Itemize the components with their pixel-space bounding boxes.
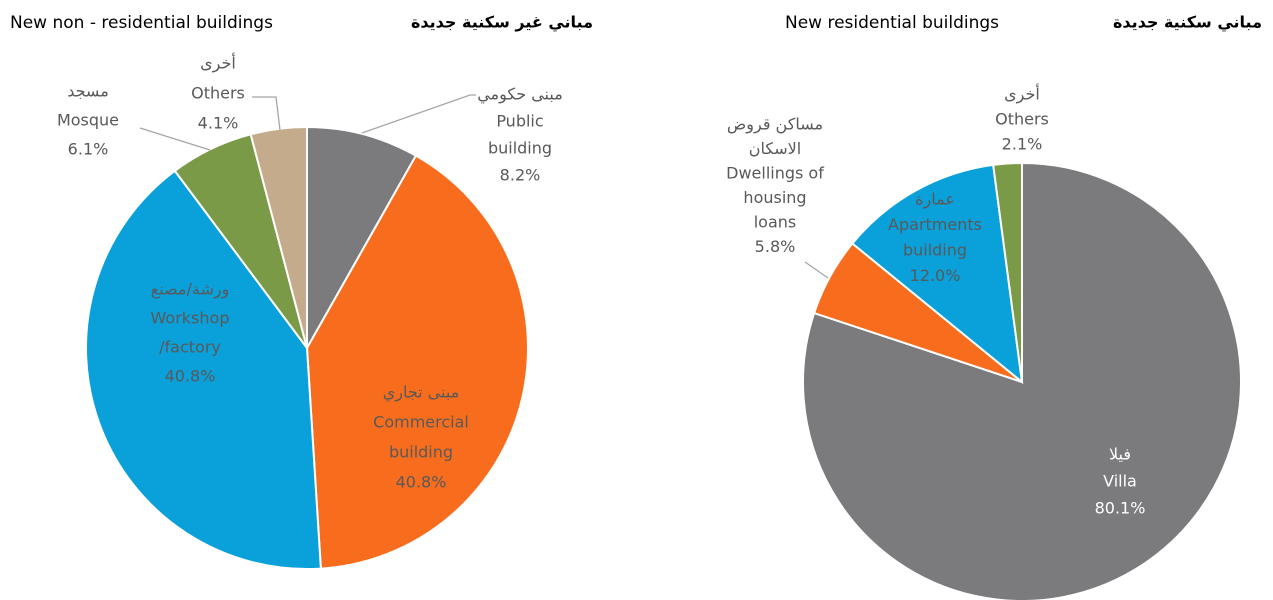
chart-subtitle: New non - residential buildings <box>10 13 273 33</box>
pie-slice <box>850 163 1024 385</box>
slice-label: housing <box>743 188 806 207</box>
value-label: 12.0% <box>910 266 961 285</box>
leader-line <box>252 96 281 131</box>
slice-label: Others <box>995 110 1049 129</box>
value-label: 80.1% <box>1095 499 1146 518</box>
slice-label: loans <box>754 213 797 232</box>
leader-line <box>804 261 829 279</box>
pie-slice <box>992 161 1023 383</box>
slice-label: Commercial <box>373 413 469 432</box>
leader-line <box>361 94 476 134</box>
pie-slice <box>305 154 529 570</box>
value-label: 4.1% <box>198 114 239 133</box>
slice-label: عمارة <box>915 190 955 210</box>
value-label: 5.8% <box>755 237 796 256</box>
pie-slice <box>306 125 418 352</box>
chart-title: مباني غير سكنية جديدة <box>411 13 593 33</box>
slice-label: مبنى تجاري <box>383 383 460 403</box>
pie <box>85 125 529 570</box>
slice-label: مبنى حكومي <box>477 85 563 105</box>
pie <box>802 161 1242 600</box>
slice-label: الاسكان <box>749 139 801 158</box>
slice-label: Dwellings of <box>726 164 824 183</box>
slice-label: building <box>488 139 552 158</box>
slice-label: مسجد <box>67 82 109 101</box>
slice-label: Mosque <box>57 111 119 130</box>
value-label: 8.2% <box>500 166 541 185</box>
slice-label: أخرى <box>200 53 236 74</box>
chart-title: مباني سكنية جديدة <box>1113 13 1262 33</box>
chart-subtitle: New residential buildings <box>785 13 999 33</box>
pie-slice <box>249 125 308 349</box>
slice-label: building <box>389 443 453 462</box>
slice-label: building <box>903 241 967 260</box>
slice-label: Villa <box>1103 472 1137 491</box>
slice-label: /factory <box>159 338 221 357</box>
value-label: 2.1% <box>1002 135 1043 154</box>
slice-label: Others <box>191 84 245 103</box>
value-label: 40.8% <box>396 473 447 492</box>
labels: مبنى حكومي Public building 8.2% مبنى تجاري Co… <box>57 53 563 492</box>
value-label: 6.1% <box>68 140 109 159</box>
slice-label: Workshop <box>151 309 230 328</box>
leader-lines <box>139 94 829 279</box>
leader-line <box>139 127 211 151</box>
slice-label: أخرى <box>1004 84 1040 105</box>
slice-label: Apartments <box>888 215 982 234</box>
labels: فيلا Villa 80.1% مساكن قروض الاسكان Dwellings… <box>726 84 1145 518</box>
slice-label: مساكن قروض <box>727 115 823 135</box>
slice-label: Public <box>496 112 543 131</box>
pie-slice <box>85 169 322 570</box>
slice-label: ورشة/مصنع <box>151 280 230 300</box>
slice-label: فيلا <box>1109 445 1131 464</box>
value-label: 40.8% <box>165 367 216 386</box>
